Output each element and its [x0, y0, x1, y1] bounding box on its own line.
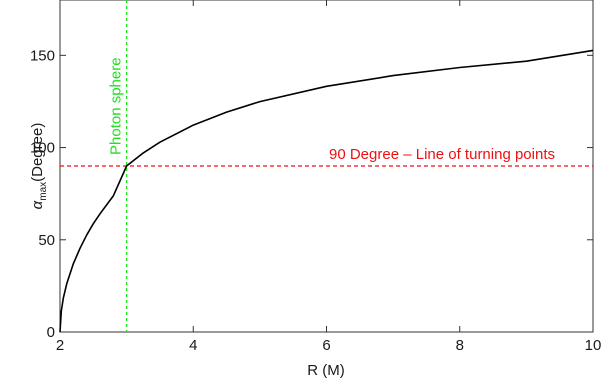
x-tick-label: 10 — [585, 337, 601, 354]
turning-points-label: 90 Degree – Line of turning points — [329, 146, 555, 163]
x-axis-label: R (M) — [307, 362, 345, 379]
y-tick-label: 0 — [47, 324, 55, 341]
reference-lines: Photon sphere 90 Degree – Line of turning… — [60, 0, 593, 332]
y-axis-label-subscript: max — [38, 182, 49, 201]
x-tick-label: 6 — [322, 337, 330, 354]
x-tick-label: 4 — [189, 337, 197, 354]
x-tick-label: 2 — [56, 337, 64, 354]
y-axis-label-unit: (Degree) — [29, 123, 46, 182]
y-axis-label: αmax(Degree) — [29, 123, 49, 210]
y-tick-label: 100 — [30, 140, 55, 157]
y-tick-label: 150 — [30, 47, 55, 64]
x-tick-label: 8 — [456, 337, 464, 354]
photon-sphere-label: Photon sphere — [108, 57, 125, 155]
y-tick-label: 50 — [38, 232, 55, 249]
alpha-max-curve — [59, 49, 594, 333]
y-axis-label-symbol: α — [29, 200, 46, 209]
series-layer — [59, 49, 594, 333]
